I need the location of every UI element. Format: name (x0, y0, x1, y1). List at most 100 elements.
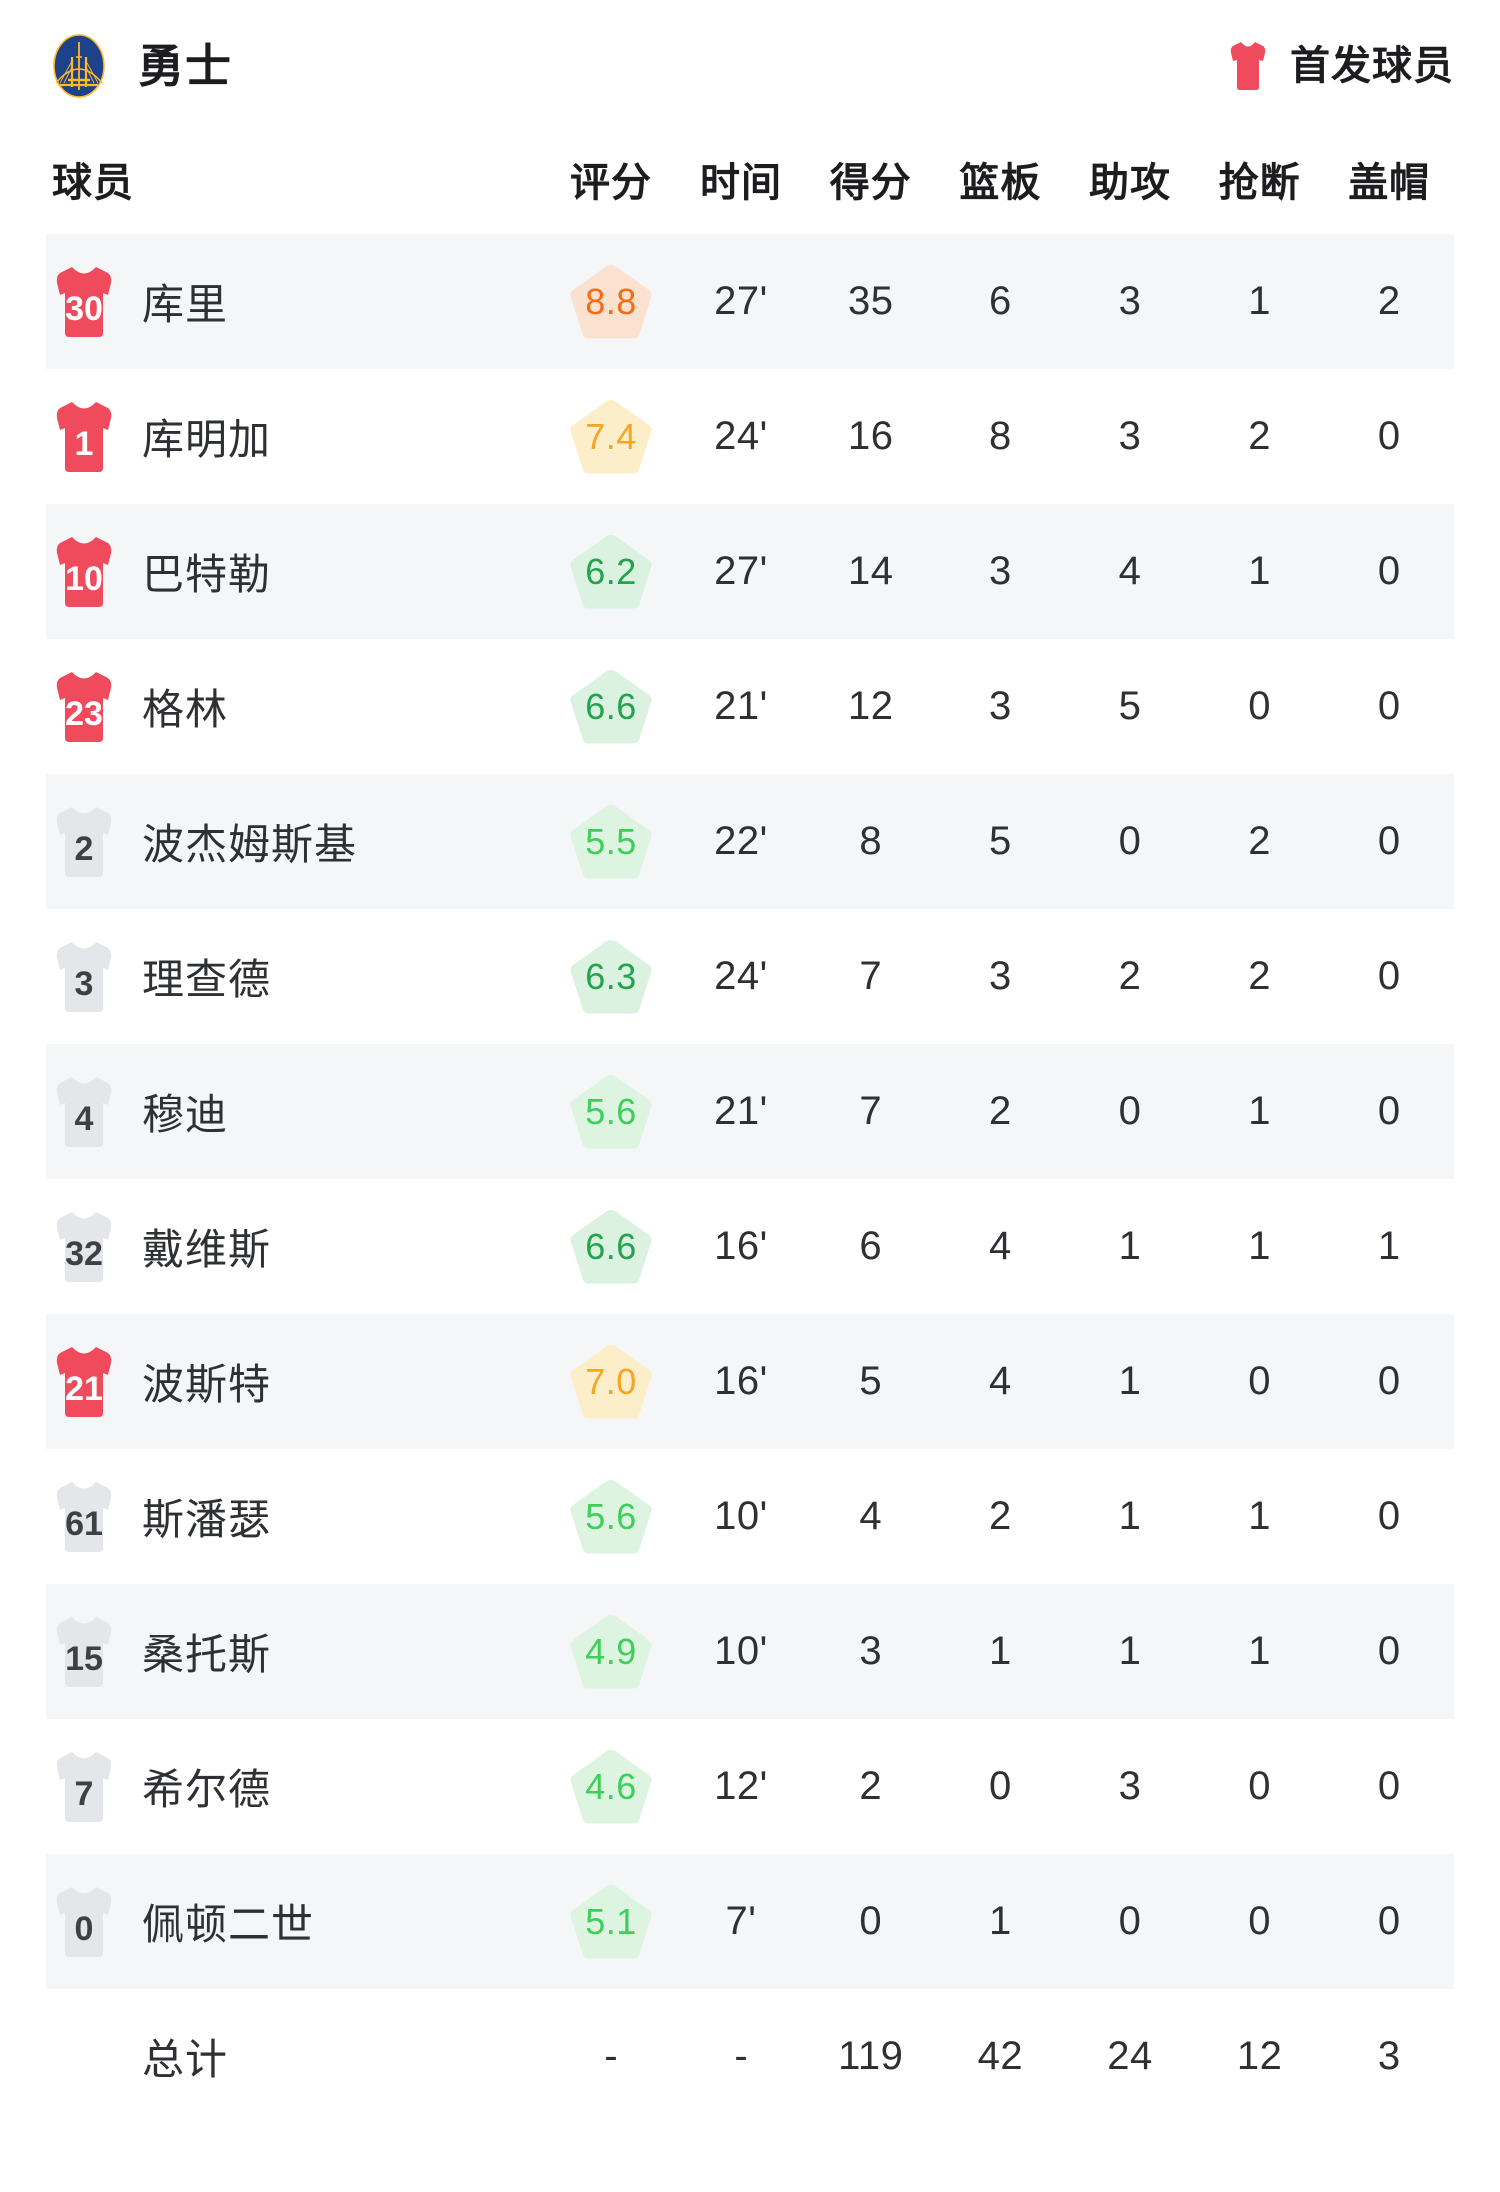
rebounds-cell: 3 (989, 684, 1012, 728)
table-row[interactable]: 10 巴特勒 6.2 27' 14 3 4 1 0 (46, 504, 1454, 639)
rating-cell: 5.1 (546, 1854, 676, 1989)
blocks-cell: 0 (1377, 954, 1401, 998)
rating-badge: 5.6 (564, 1472, 658, 1562)
column-header-rating[interactable]: 评分 (570, 161, 652, 205)
time-cell: 21' (714, 1089, 768, 1133)
team-block[interactable]: 勇士 (46, 33, 232, 99)
totals-points: 119 (838, 2034, 904, 2078)
table-row[interactable]: 21 波斯特 7.0 16' 5 4 1 0 0 (46, 1314, 1454, 1449)
table-row[interactable]: 2 波杰姆斯基 5.5 22' 8 5 0 2 0 (46, 774, 1454, 909)
column-header-player[interactable]: 球员 (52, 161, 134, 205)
jersey-number: 32 (65, 1234, 103, 1273)
column-header-time[interactable]: 时间 (700, 161, 782, 205)
table-row[interactable]: 4 穆迪 5.6 21' 7 2 0 1 0 (46, 1044, 1454, 1179)
rating-value: 5.6 (585, 1495, 637, 1537)
table-row[interactable]: 30 库里 8.8 27' 35 6 3 1 2 (46, 234, 1454, 369)
assists-cell: 5 (1118, 684, 1142, 728)
column-header-blocks[interactable]: 盖帽 (1348, 161, 1431, 205)
table-row[interactable]: 61 斯潘瑟 5.6 10' 4 2 1 1 0 (46, 1449, 1454, 1584)
player-cell[interactable]: 7 希尔德 (46, 1719, 546, 1854)
column-header-points[interactable]: 得分 (829, 161, 912, 205)
player-cell[interactable]: 2 波杰姆斯基 (46, 774, 546, 909)
pentagon-icon (570, 1344, 652, 1418)
blocks-cell: 0 (1377, 1899, 1401, 1943)
points-cell: 5 (859, 1359, 883, 1403)
jersey-number: 61 (65, 1504, 103, 1543)
column-header-rebounds[interactable]: 篮板 (959, 161, 1042, 205)
column-header-assists[interactable]: 助攻 (1088, 161, 1171, 205)
pentagon-icon (570, 804, 652, 878)
jersey-icon (56, 1076, 112, 1147)
table-header: 球员 评分 时间 得分 篮板 助攻 抢断 盖帽 (46, 132, 1454, 234)
jersey-number: 0 (74, 1909, 94, 1948)
player-cell[interactable]: 23 格林 (46, 639, 546, 774)
player-cell[interactable]: 3 理查德 (46, 909, 546, 1044)
player-cell[interactable]: 15 桑托斯 (46, 1584, 546, 1719)
rebounds-cell: 8 (989, 414, 1012, 458)
pentagon-icon (570, 939, 652, 1013)
column-header-steals[interactable]: 抢断 (1218, 161, 1301, 205)
rebounds-cell: 4 (989, 1224, 1012, 1268)
player-cell[interactable]: 0 佩顿二世 (46, 1854, 546, 1989)
assists-cell: 4 (1118, 549, 1142, 593)
player-jersey: 1 (52, 399, 116, 475)
rebounds-cell: 4 (989, 1359, 1012, 1403)
jersey-icon (56, 1751, 112, 1822)
rebounds-cell: 2 (989, 1089, 1012, 1133)
rating-cell: 4.9 (546, 1584, 676, 1719)
player-cell[interactable]: 10 巴特勒 (46, 504, 546, 639)
blocks-cell: 0 (1377, 414, 1401, 458)
table-row[interactable]: 1 库明加 7.4 24' 16 8 3 2 0 (46, 369, 1454, 504)
table-body: 30 库里 8.8 27' 35 6 3 1 2 1 库明加 7.4 24' 16 8 3 2 0 10 巴特勒 6.2… (46, 234, 1454, 2124)
blocks-cell: 0 (1377, 1359, 1401, 1403)
player-name: 佩顿二世 (142, 1901, 315, 1948)
rating-cell: 6.3 (546, 909, 676, 1044)
rating-value: 4.6 (585, 1765, 637, 1807)
points-cell: 12 (848, 684, 894, 728)
table-row[interactable]: 7 希尔德 4.6 12' 2 0 3 0 0 (46, 1719, 1454, 1854)
starters-legend: 首发球员 (1228, 40, 1454, 92)
player-cell[interactable]: 30 库里 (46, 234, 546, 369)
player-name: 希尔德 (142, 1766, 272, 1813)
points-cell: 7 (859, 1089, 883, 1133)
blocks-cell: 1 (1377, 1224, 1401, 1268)
player-jersey: 21 (52, 1344, 116, 1420)
totals-time: - (734, 2034, 748, 2078)
rating-cell: 5.6 (546, 1449, 676, 1584)
rating-badge: 6.6 (564, 662, 658, 752)
pentagon-icon (570, 1479, 652, 1553)
assists-cell: 3 (1118, 1764, 1142, 1808)
steals-cell: 2 (1248, 819, 1271, 863)
totals-assists: 24 (1107, 2034, 1153, 2078)
player-cell[interactable]: 32 戴维斯 (46, 1179, 546, 1314)
player-cell[interactable]: 4 穆迪 (46, 1044, 546, 1179)
header-row: 球员 评分 时间 得分 篮板 助攻 抢断 盖帽 (46, 132, 1454, 234)
points-cell: 14 (848, 549, 894, 593)
player-cell[interactable]: 61 斯潘瑟 (46, 1449, 546, 1584)
table-row[interactable]: 3 理查德 6.3 24' 7 3 2 2 0 (46, 909, 1454, 1044)
rating-badge: 6.2 (564, 527, 658, 617)
steals-cell: 0 (1248, 1764, 1271, 1808)
rating-cell: 6.6 (546, 639, 676, 774)
pentagon-icon (570, 399, 652, 473)
time-cell: 10' (714, 1494, 768, 1538)
boxscore-table: 球员 评分 时间 得分 篮板 助攻 抢断 盖帽 30 库里 8.8 27' 35 6 3 1 2… (46, 132, 1454, 2124)
steals-cell: 0 (1248, 1899, 1271, 1943)
table-row[interactable]: 23 格林 6.6 21' 12 3 5 0 0 (46, 639, 1454, 774)
player-cell[interactable]: 21 波斯特 (46, 1314, 546, 1449)
blocks-cell: 0 (1377, 819, 1401, 863)
table-row[interactable]: 32 戴维斯 6.6 16' 6 4 1 1 1 (46, 1179, 1454, 1314)
table-row[interactable]: 0 佩顿二世 5.1 7' 0 1 0 0 0 (46, 1854, 1454, 1989)
assists-cell: 3 (1118, 279, 1142, 323)
jersey-icon (56, 806, 112, 877)
jersey-number: 2 (74, 829, 94, 868)
player-jersey: 61 (52, 1479, 116, 1555)
table-row[interactable]: 15 桑托斯 4.9 10' 3 1 1 1 0 (46, 1584, 1454, 1719)
team-name: 勇士 (138, 40, 232, 92)
points-cell: 7 (859, 954, 883, 998)
totals-rebounds: 42 (977, 2034, 1024, 2078)
time-cell: 16' (714, 1224, 768, 1268)
player-cell[interactable]: 1 库明加 (46, 369, 546, 504)
rebounds-cell: 2 (989, 1494, 1012, 1538)
rating-badge: 4.9 (564, 1607, 658, 1697)
